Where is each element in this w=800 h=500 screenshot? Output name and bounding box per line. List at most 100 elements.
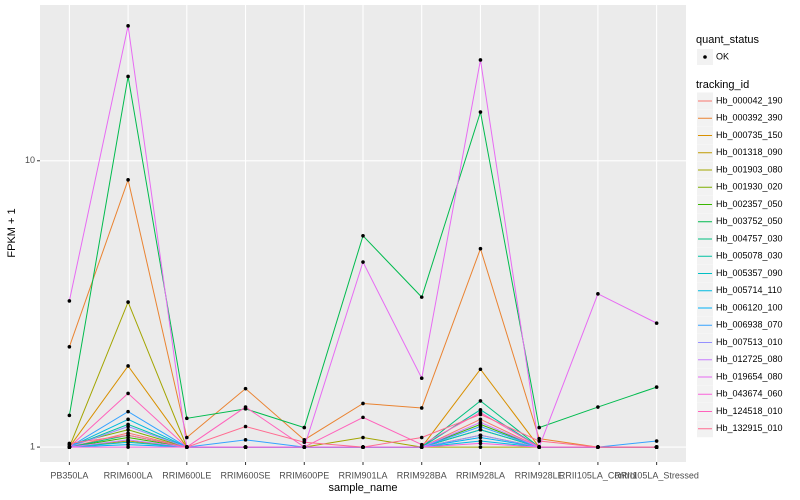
data-point	[126, 442, 130, 447]
data-point	[478, 367, 483, 372]
legend-title: tracking_id	[696, 79, 749, 91]
data-point	[361, 401, 365, 406]
x-tick-label: PB350LA	[50, 470, 88, 480]
legend-label: Hb_001903_080	[716, 164, 783, 174]
legend-label: Hb_000735_150	[716, 130, 783, 140]
data-point	[478, 110, 483, 114]
data-point	[243, 405, 248, 409]
data-point	[67, 445, 72, 449]
data-point	[67, 413, 72, 418]
data-point	[67, 441, 72, 446]
legend-label: Hb_043674_060	[716, 389, 783, 399]
data-point	[67, 345, 72, 349]
data-point	[361, 260, 365, 264]
data-point	[361, 445, 365, 449]
data-point	[654, 385, 659, 389]
legend-label: Hb_007513_010	[716, 337, 783, 347]
legend-label: Hb_006120_100	[716, 302, 783, 312]
data-point	[596, 292, 600, 296]
x-axis-title: sample_name	[328, 482, 397, 494]
legend-label: OK	[716, 51, 729, 61]
data-point	[126, 391, 130, 396]
data-point	[478, 412, 483, 417]
data-point	[419, 435, 424, 440]
data-point	[302, 440, 307, 445]
x-tick-label: RRIM928LE	[515, 470, 564, 480]
data-point	[126, 74, 130, 79]
data-point	[126, 300, 130, 304]
x-tick-label: RRIM600LA	[104, 470, 153, 480]
data-point	[596, 405, 600, 409]
data-point	[67, 299, 72, 303]
legend-label: Hb_000392_390	[716, 113, 783, 123]
x-tick-label: RRIM600LE	[162, 470, 211, 480]
x-tick-label: RRIM600SE	[221, 470, 271, 480]
point-legend-title: quant_status	[696, 34, 759, 46]
legend-label: Hb_004757_030	[716, 233, 783, 243]
data-point	[419, 295, 424, 299]
y-tick-label: 1	[30, 441, 35, 451]
data-point	[185, 445, 189, 449]
data-point	[185, 416, 189, 421]
x-tick-label: RRIM928LA	[456, 470, 505, 480]
data-point	[478, 246, 483, 251]
legend-point	[703, 55, 707, 59]
data-point	[596, 445, 600, 449]
data-point	[478, 407, 483, 412]
x-tick-label: RRIM928BA	[397, 470, 447, 480]
x-tick-label: RRIM901LA	[338, 470, 387, 480]
data-point	[478, 417, 483, 422]
x-tick-label: RRII105LA_Control	[559, 470, 637, 480]
data-point	[361, 233, 365, 238]
data-point	[126, 364, 130, 368]
data-point	[126, 445, 130, 449]
data-point	[243, 386, 248, 391]
data-point	[478, 427, 483, 432]
data-point	[419, 445, 424, 449]
data-point	[361, 415, 365, 420]
data-point	[361, 435, 365, 440]
data-point	[126, 417, 130, 422]
data-point	[478, 445, 483, 449]
data-point	[478, 399, 483, 403]
legend-label: Hb_002357_050	[716, 199, 783, 209]
legend-label: Hb_132915_010	[716, 423, 783, 433]
data-point	[419, 376, 424, 381]
data-point	[419, 442, 424, 447]
data-point	[419, 406, 424, 410]
data-point	[478, 58, 483, 62]
legend-label: Hb_019654_080	[716, 371, 783, 381]
data-point	[126, 24, 130, 28]
data-point	[654, 321, 659, 325]
data-point	[126, 433, 130, 438]
legend-label: Hb_005714_110	[716, 285, 782, 295]
legend-label: Hb_000042_190	[716, 95, 783, 105]
data-point	[478, 433, 483, 438]
data-point	[243, 445, 248, 449]
data-point	[126, 424, 130, 429]
data-point	[126, 438, 130, 442]
legend-label: Hb_001930_020	[716, 182, 783, 192]
data-point	[478, 441, 483, 446]
y-tick-label: 10	[25, 155, 35, 165]
legend-label: Hb_005078_030	[716, 251, 783, 261]
data-point	[243, 424, 248, 429]
legend-label: Hb_124518_010	[716, 406, 783, 416]
data-point	[537, 439, 541, 443]
data-point	[185, 435, 189, 440]
legend-label: Hb_003752_050	[716, 216, 783, 226]
data-point	[302, 445, 307, 449]
data-point	[478, 424, 483, 429]
legend-label: Hb_006938_070	[716, 320, 783, 330]
data-point	[126, 409, 130, 414]
legend-label: Hb_012725_080	[716, 354, 783, 364]
x-tick-label: RRII105LA_Stressed	[614, 470, 699, 480]
data-point	[243, 438, 248, 442]
x-tick-label: RRIM600PE	[279, 470, 329, 480]
data-point	[302, 425, 307, 430]
data-point	[126, 178, 130, 182]
y-axis-title: FPKM + 1	[6, 208, 18, 257]
legend-label: Hb_001318_090	[716, 147, 783, 157]
data-point	[126, 427, 130, 432]
